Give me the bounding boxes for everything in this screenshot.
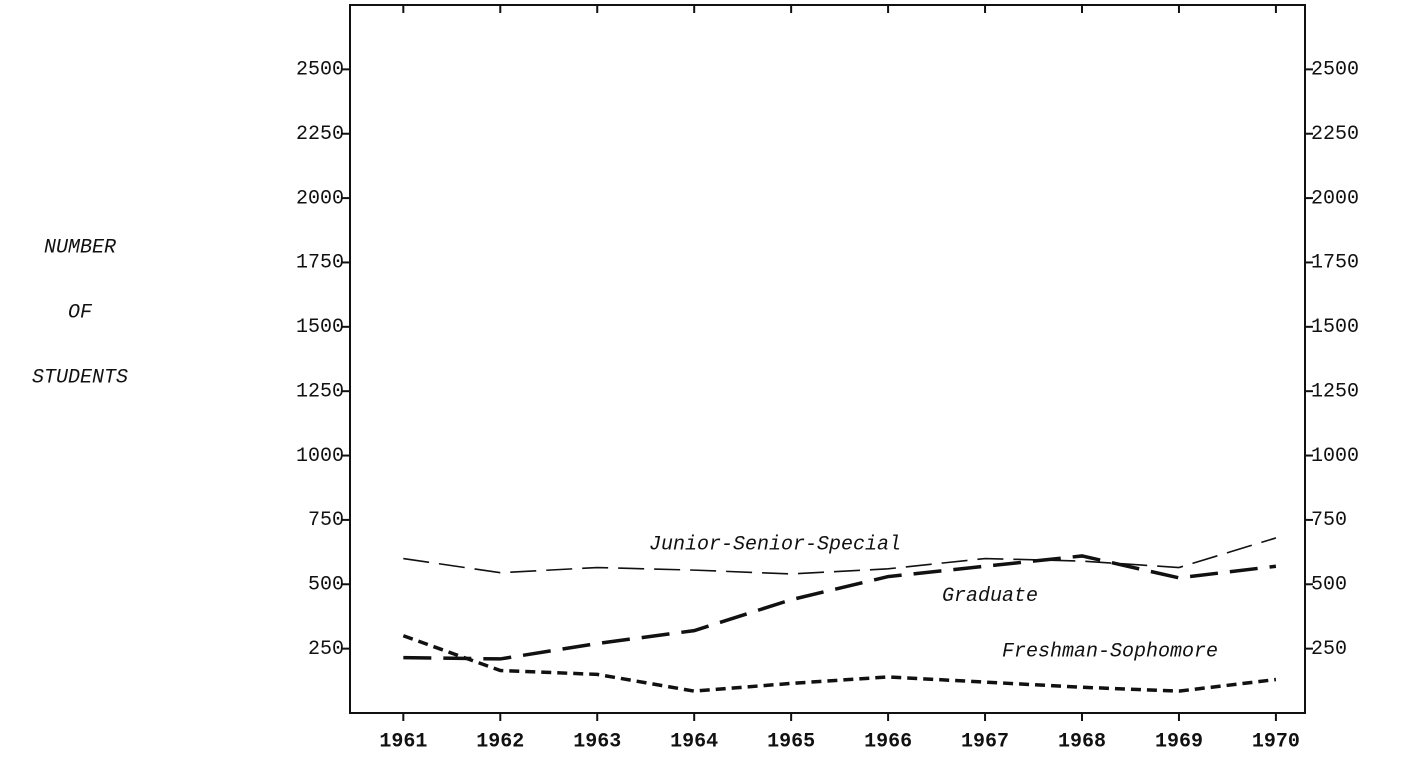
x-tick-label: 1961 [379, 730, 427, 753]
x-tick-label: 1966 [864, 730, 912, 753]
y-tick-label: 750 [308, 509, 344, 532]
y2-tick-label: 2250 [1311, 123, 1359, 146]
y-axis-label: STUDENTS [32, 366, 128, 389]
y-tick-label: 500 [308, 574, 344, 597]
x-tick-label: 1970 [1252, 730, 1300, 753]
x-tick-label: 1968 [1058, 730, 1106, 753]
series-line [402, 634, 1277, 693]
series-label: Freshman-Sophomore [1002, 640, 1218, 663]
y2-tick-label: 250 [1311, 638, 1347, 661]
x-tick-label: 1964 [670, 730, 718, 753]
plot-frame [349, 4, 1306, 714]
y2-tick-label: 750 [1311, 509, 1347, 532]
y-tick-label: 1000 [296, 445, 344, 468]
y-tick-label: 1250 [296, 380, 344, 403]
y2-tick-label: 2000 [1311, 187, 1359, 210]
y2-tick-label: 1500 [1311, 316, 1359, 339]
y2-tick-label: 500 [1311, 574, 1347, 597]
series-label: Junior-Senior-Special [649, 533, 901, 556]
x-tick-label: 1969 [1155, 730, 1203, 753]
y2-tick-label: 2500 [1311, 59, 1359, 82]
y-axis-label: OF [68, 301, 93, 324]
series-label: Graduate [942, 585, 1038, 608]
y-tick-label: 250 [308, 638, 344, 661]
y2-tick-label: 1000 [1311, 445, 1359, 468]
y-tick-label: 1500 [296, 316, 344, 339]
series-line [403, 554, 1277, 661]
x-tick-label: 1963 [573, 730, 621, 753]
y-tick-label: 1750 [296, 252, 344, 275]
y2-tick-label: 1250 [1311, 380, 1359, 403]
x-tick-label: 1967 [961, 730, 1009, 753]
series-line [403, 537, 1277, 575]
y2-tick-label: 1750 [1311, 252, 1359, 275]
y-tick-label: 2250 [296, 123, 344, 146]
x-tick-label: 1965 [767, 730, 815, 753]
y-tick-label: 2500 [296, 59, 344, 82]
y-tick-label: 2000 [296, 187, 344, 210]
y-axis-label: NUMBER [44, 236, 116, 259]
x-tick-label: 1962 [476, 730, 524, 753]
